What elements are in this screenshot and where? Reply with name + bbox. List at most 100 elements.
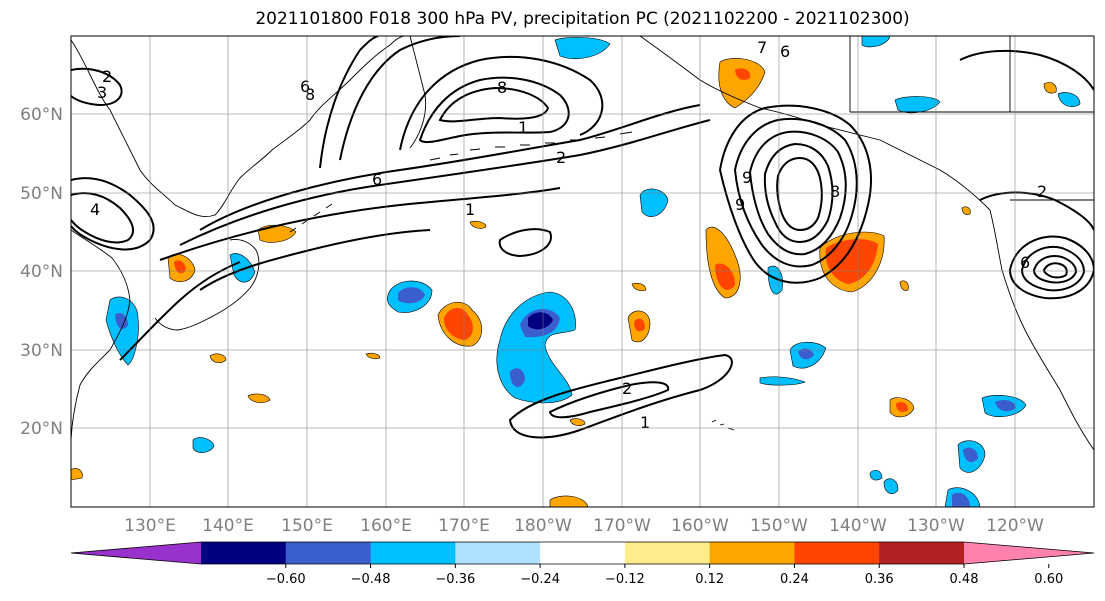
colorbar-segment	[794, 542, 880, 564]
colorbar-segment	[624, 542, 711, 564]
lon-label: 170°W	[593, 516, 651, 536]
colorbar-tick-label: −0.24	[520, 572, 560, 587]
north-america-west-coast	[989, 209, 1094, 451]
colorbar-tick-label: 0.36	[865, 572, 894, 587]
positive-anomaly-area	[365, 352, 381, 360]
pv-contour	[71, 192, 135, 244]
lat-label: 20°N	[20, 419, 63, 439]
pv-contour	[1042, 262, 1068, 279]
negative-anomaly-core	[528, 312, 553, 330]
colorbar: −0.60 −0.48 −0.36 −0.24 −0.12 0.12 0.24 0.36 0.4…	[70, 541, 1095, 587]
pv-contour	[959, 49, 1094, 91]
pv-contour	[399, 55, 604, 151]
colorbar-segment	[879, 542, 965, 564]
lon-label: 140°W	[829, 516, 887, 536]
pv-contour	[733, 118, 858, 268]
negative-anomaly-core	[798, 348, 814, 360]
contour-label: 2	[622, 379, 632, 398]
contour-label: 1	[640, 413, 650, 432]
positive-anomaly-core	[896, 402, 908, 412]
lat-label: 40°N	[20, 262, 63, 282]
pv-contour	[1008, 235, 1094, 300]
contour-label: 6	[372, 170, 382, 189]
pv-contour	[438, 86, 550, 123]
negative-anomaly-core	[995, 400, 1016, 412]
colorbar-extension-low	[71, 542, 201, 564]
colorbar-tick-label: 0.48	[950, 572, 979, 587]
positive-anomaly-core	[444, 307, 473, 340]
pv-contours	[71, 36, 1094, 439]
pv-contour	[1032, 255, 1078, 284]
negative-anomaly-core	[952, 492, 970, 507]
colorbar-segment	[201, 542, 287, 564]
negative-anomaly-core	[398, 287, 425, 304]
negative-anomaly-core	[510, 368, 525, 387]
pv-contour	[159, 187, 561, 261]
lat-label: 60°N	[20, 105, 63, 125]
contour-label: 1	[465, 200, 475, 219]
positive-anomaly-area	[209, 353, 227, 364]
pv-contour	[71, 67, 123, 107]
contour-label: 4	[90, 200, 100, 219]
pv-contour	[748, 130, 847, 256]
contour-label: 8	[497, 78, 507, 97]
negative-anomaly-area	[759, 376, 806, 386]
negative-anomaly-area	[639, 188, 669, 217]
lon-label: 130°W	[907, 516, 965, 536]
canada-border	[849, 36, 1094, 201]
contour-label: 6	[300, 77, 310, 96]
negative-anomaly-core	[115, 313, 128, 329]
contour-label: 7	[757, 38, 767, 57]
asia-coast	[71, 36, 406, 217]
pv-contour	[763, 142, 834, 244]
colorbar-outline	[70, 541, 1095, 565]
colorbar-segment	[370, 542, 456, 564]
colorbar-segment	[455, 542, 541, 564]
contour-label: 1	[518, 118, 528, 137]
contour-label: 3	[97, 83, 107, 102]
pv-contour	[199, 104, 701, 231]
contour-label: 2	[556, 148, 566, 167]
lat-label: 30°N	[20, 341, 63, 361]
contour-label: 9	[742, 168, 752, 187]
positive-anomaly-area	[71, 468, 83, 481]
negative-anomaly-area	[554, 37, 611, 59]
lon-label: 150°E	[281, 516, 333, 536]
pv-contour	[319, 36, 379, 169]
negative-anomaly-core	[963, 447, 978, 463]
contour-label: 2	[1037, 182, 1047, 201]
colorbar-segment	[285, 542, 372, 564]
positive-anomaly-area	[549, 495, 589, 507]
positive-anomaly-core	[174, 260, 186, 274]
lat-label: 50°N	[20, 184, 63, 204]
colorbar-tick-label: 0.60	[1034, 572, 1063, 587]
positive-anomaly-core	[715, 263, 735, 290]
longitude-labels: 130°E 140°E 150°E 160°E 170°E 180°W 170°…	[124, 516, 1044, 536]
positive-anomaly-area	[1043, 82, 1057, 94]
lon-label: 180°W	[514, 516, 572, 536]
positive-anomaly-area	[899, 280, 909, 291]
colorbar-tick-label: −0.12	[605, 572, 645, 587]
negative-anomaly-area	[869, 469, 883, 481]
positive-anomaly-core	[634, 318, 645, 332]
plot-area	[71, 36, 1094, 507]
colorbar-tick-label: 0.24	[780, 572, 809, 587]
negative-anomaly-area	[105, 296, 139, 366]
lon-label: 150°W	[750, 516, 808, 536]
lon-label: 170°E	[438, 516, 490, 536]
pv-contour	[199, 229, 431, 291]
positive-anomaly-core	[825, 239, 878, 284]
positive-anomaly-area	[569, 418, 586, 426]
negative-anomaly-area	[1057, 92, 1081, 107]
pv-contour	[979, 191, 1094, 231]
pv-contour	[776, 156, 823, 232]
colorbar-tick-label: −0.36	[435, 572, 475, 587]
colorbar-tick-label: −0.48	[351, 572, 391, 587]
plot-frame	[70, 35, 1095, 508]
colorbar-segment	[540, 542, 626, 564]
negative-anomaly-area	[229, 253, 256, 283]
graticule	[71, 36, 1094, 507]
contour-label: 9	[735, 195, 745, 214]
positive-anomaly-area	[631, 282, 647, 292]
